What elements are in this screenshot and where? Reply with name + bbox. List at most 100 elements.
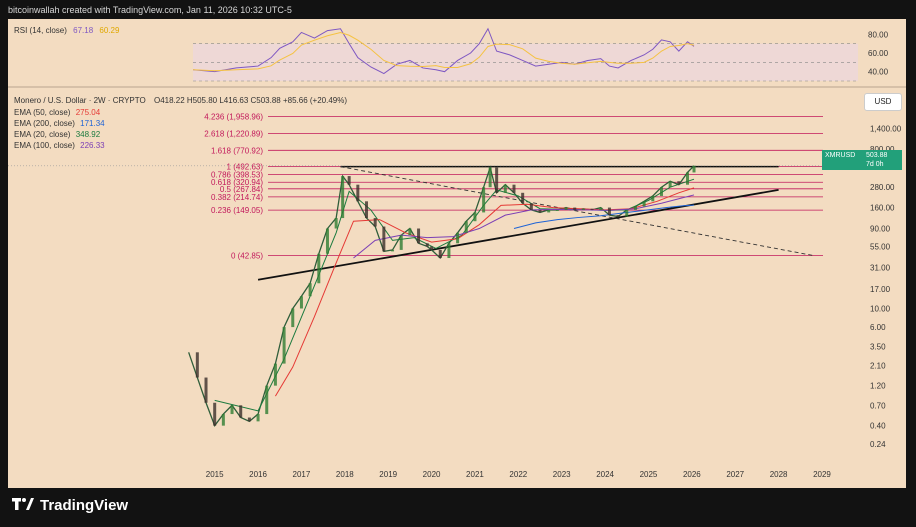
price-tick-label: 160.00 [870,204,895,213]
currency-button[interactable]: USD [864,93,902,111]
legend-ema-100[interactable]: EMA (100, close) 226.33 [14,141,105,150]
chart-header: bitcoinwallah created with TradingView.c… [8,5,292,15]
price-candle [356,184,360,202]
price-candle [659,187,663,196]
tradingview-footer[interactable]: TradingView [12,494,128,516]
price-tick-label: 90.00 [870,225,891,234]
time-tick-label: 2019 [379,470,397,479]
last-price-badge: XMRUSD 503.88 7d 0h [822,150,902,170]
price-candle [230,405,234,415]
fib-level-label: 2.618 (1,220.89) [204,130,263,139]
rsi-value: 67.18 [73,26,94,35]
ema-20-value: 348.92 [75,130,101,139]
price-tick-label: 0.24 [870,440,886,449]
time-tick-label: 2016 [249,470,267,479]
price-candle [204,377,208,403]
price-candle [692,165,696,173]
ema-200-line [513,204,695,229]
price-candle [273,363,277,386]
price-candle [538,209,542,213]
price-candle [456,232,460,244]
price-candle [668,181,672,188]
price-candle [464,221,468,233]
ema-50-line [274,187,695,397]
time-tick-label: 2018 [336,470,354,479]
time-tick-label: 2025 [640,470,658,479]
price-candle [677,181,681,185]
legend-ema-20[interactable]: EMA (20, close) 348.92 [14,130,100,139]
price-candle [247,417,251,422]
price-series [188,165,695,427]
price-candle [334,218,338,229]
chart-panel[interactable]: 80.00 60.00 40.00 1,400.00 800.00 280.00 160.0… [8,19,906,488]
price-candle [195,352,199,378]
price-candle [521,192,525,204]
price-candle [555,209,559,211]
price-candle [529,203,533,210]
price-tick-label: 1,400.00 [870,125,902,134]
price-candle [347,176,351,185]
rsi-title: RSI (14, close) [14,26,67,35]
price-tick-label: 31.00 [870,263,891,272]
price-candle [447,243,451,259]
ema-100-value: 226.33 [80,141,105,150]
price-tick-label: 17.00 [870,285,891,294]
price-candle [299,296,303,309]
ema-20-label: EMA (20, close) [14,130,71,139]
price-candle [425,243,429,247]
price-candle [221,414,225,426]
price-candle [488,167,492,188]
price-candle [512,184,516,193]
price-tick-label: 10.00 [870,304,891,313]
price-candle [438,249,442,259]
price-candle [382,226,386,252]
price-candle [642,201,646,207]
fib-level-label: 1 (492.63) [227,163,264,172]
fib-level-label: 0.382 (214.74) [211,193,263,202]
price-tick-label: 2.10 [870,361,886,370]
price-candle [616,215,620,217]
rsi-tick-label: 80.00 [868,30,889,39]
time-tick-label: 2017 [293,470,311,479]
price-candle [607,207,611,216]
time-tick-label: 2027 [726,470,744,479]
legend-ema-200[interactable]: EMA (200, close) 171.34 [14,119,105,128]
price-candle [282,327,286,364]
rsi-line [192,27,695,75]
bar-countdown: 7d 0h [866,161,884,168]
price-candle [564,207,568,210]
tradingview-brand: TradingView [40,496,129,514]
price-tick-label: 0.40 [870,422,886,431]
price-candle [391,249,395,252]
price-candle [625,209,629,217]
price-candle [482,187,486,213]
price-candle [547,209,551,213]
price-candle [495,167,499,193]
price-candle [325,228,329,254]
rsi-ma-line [192,31,695,72]
price-symbol: XMRUSD [825,152,856,159]
time-tick-label: 2026 [683,470,701,479]
rsi-tick-label: 60.00 [868,49,889,58]
legend-symbol[interactable]: Monero / U.S. Dollar · 2W · CRYPTO [14,96,146,105]
last-price: 503.88 [866,152,888,159]
ema-50-value: 275.04 [75,108,101,117]
price-tick-label: 800.00 [870,145,895,154]
support-trendline [257,189,779,281]
price-candle [590,208,594,210]
price-candle [686,172,690,185]
price-tick-label: 3.50 [870,343,886,352]
price-candle [573,207,577,210]
legend-title-row: Monero / U.S. Dollar · 2W · CRYPTO O418.… [14,96,347,105]
fib-level-label: 4.236 (1,958.96) [204,112,263,121]
price-candle [341,176,345,219]
legend-ema-50[interactable]: EMA (50, close) 275.04 [14,108,100,117]
price-candle [239,405,243,418]
price-candle [213,402,217,426]
price-candle [599,207,603,210]
ema-50-label: EMA (50, close) [14,108,71,117]
ema-200-label: EMA (200, close) [14,119,75,128]
price-candle [291,308,295,328]
time-tick-label: 2021 [466,470,484,479]
price-candle [256,414,260,422]
